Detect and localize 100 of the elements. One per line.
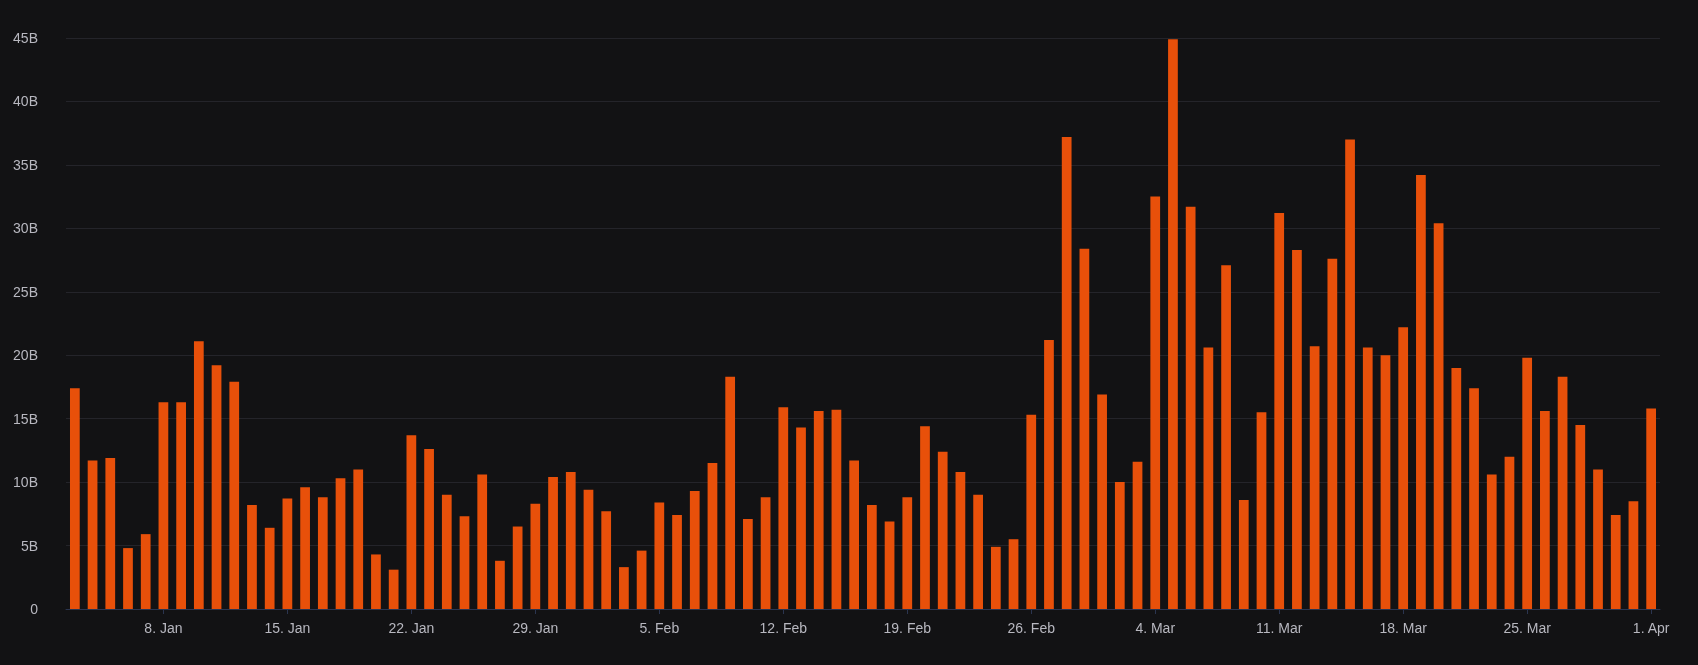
bar [264, 527, 275, 609]
bar [1486, 474, 1497, 609]
bar [247, 504, 257, 609]
y-tick-label: 10B [13, 474, 38, 491]
bar [1132, 461, 1143, 609]
bar [831, 409, 842, 609]
bar [884, 521, 895, 609]
y-tick-label: 45B [13, 30, 38, 46]
bar [1097, 394, 1107, 609]
bar [1504, 456, 1515, 609]
y-tick-label: 0 [30, 601, 39, 617]
bar [1292, 249, 1302, 609]
bar [1398, 327, 1409, 609]
bar [813, 411, 824, 609]
bar [849, 460, 860, 609]
bar [1274, 213, 1285, 609]
bar [707, 463, 718, 609]
x-tick-label: 18. Mar [1379, 620, 1428, 636]
x-tick-label: 15. Jan [264, 620, 311, 636]
x-tick-label: 19. Feb [883, 620, 932, 636]
bar [1557, 376, 1568, 609]
bar [1079, 248, 1090, 609]
bar [1008, 539, 1019, 609]
bar [388, 569, 399, 609]
bar [300, 487, 310, 609]
bar [1540, 411, 1550, 609]
bar [1646, 408, 1657, 609]
bar [1114, 482, 1125, 609]
bar [778, 407, 789, 609]
bar [760, 497, 771, 609]
bar [1238, 499, 1249, 609]
bar [1522, 357, 1533, 609]
bar [123, 548, 133, 609]
bar [1362, 347, 1373, 609]
bar [725, 376, 736, 609]
bar [424, 449, 434, 609]
bar [1168, 39, 1178, 609]
bar [990, 546, 1001, 609]
bar [973, 494, 983, 609]
bar [672, 515, 682, 609]
bar [866, 504, 877, 609]
bar [548, 477, 558, 609]
bar [1380, 355, 1391, 609]
y-tick-label: 15B [13, 410, 38, 427]
bar [1451, 367, 1462, 609]
bar [477, 474, 488, 609]
x-tick-label: 26. Feb [1007, 620, 1056, 636]
bar [654, 502, 665, 609]
bar [796, 427, 806, 609]
bar [158, 402, 169, 609]
bar [1309, 346, 1320, 609]
x-tick-label: 4. Mar [1135, 620, 1176, 636]
bar [1203, 347, 1214, 609]
bar [459, 516, 470, 609]
bar [353, 469, 364, 609]
x-tick-label: 11. Mar [1255, 620, 1303, 636]
y-tick-label: 30B [13, 220, 38, 237]
bar [371, 554, 381, 609]
bar [1026, 414, 1037, 609]
bar [1433, 223, 1444, 609]
y-tick-label: 20B [13, 347, 38, 364]
bar [1610, 515, 1621, 609]
bar [441, 494, 452, 609]
bar [636, 550, 647, 609]
bar [406, 435, 417, 609]
x-tick-label: 8. Jan [144, 620, 183, 636]
bar [1150, 196, 1161, 609]
bar [1416, 175, 1426, 609]
y-tick-label: 25B [13, 283, 38, 300]
bar [87, 460, 98, 609]
bar [955, 471, 966, 609]
bar [317, 497, 328, 609]
bar [176, 402, 186, 609]
y-tick-label: 40B [13, 93, 38, 110]
bar [512, 526, 523, 609]
bar [530, 503, 541, 609]
bar [689, 490, 700, 609]
bar [743, 518, 753, 609]
x-tick-label: 1. Apr [1632, 620, 1670, 636]
bar [902, 497, 913, 609]
bar [211, 365, 222, 609]
bar [282, 498, 293, 609]
bar [601, 511, 612, 609]
y-tick-label: 5B [20, 537, 38, 554]
bar [1327, 258, 1338, 609]
bar [1628, 501, 1639, 609]
bar [1221, 265, 1231, 609]
bar [619, 567, 629, 609]
x-tick-label: 25. Mar [1503, 620, 1552, 636]
bar [583, 489, 594, 609]
bar [193, 341, 204, 609]
bar [565, 471, 576, 609]
bar [1345, 139, 1355, 609]
bar [1593, 469, 1603, 609]
bar [1575, 425, 1586, 609]
bar [335, 478, 346, 609]
bar [920, 426, 930, 609]
y-tick-label: 35B [13, 156, 38, 173]
bar [1061, 136, 1072, 609]
bar [1044, 340, 1054, 609]
